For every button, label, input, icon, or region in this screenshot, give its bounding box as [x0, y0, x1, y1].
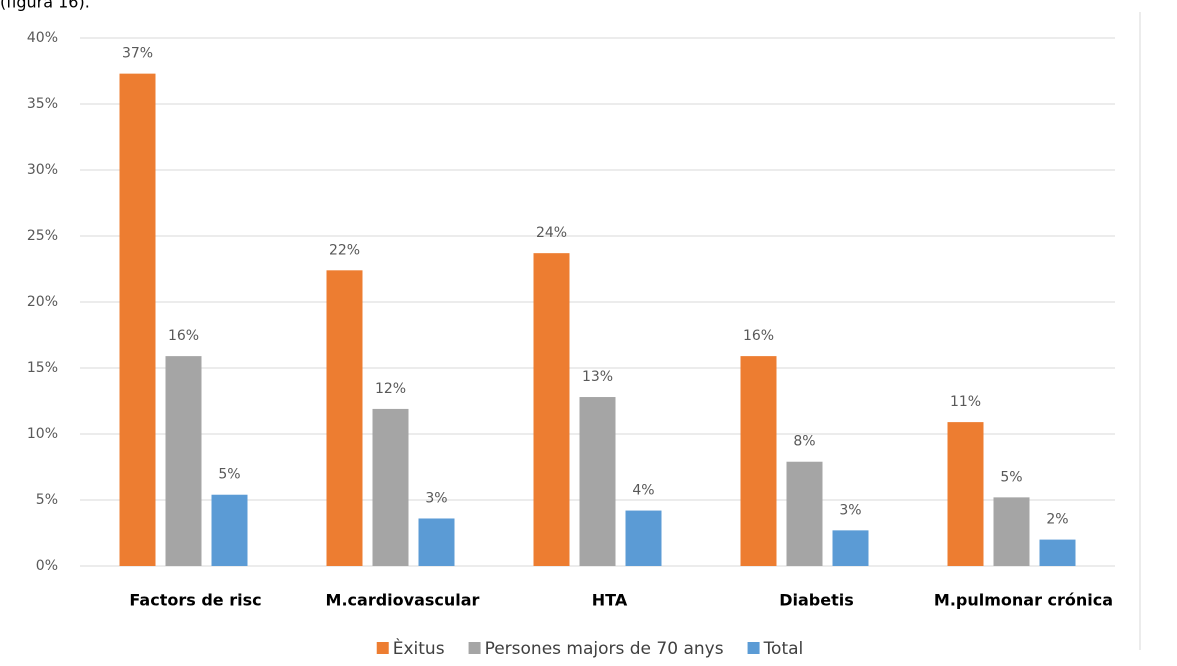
y-tick-label: 40% — [27, 30, 58, 46]
value-label: 16% — [743, 328, 774, 344]
bar — [786, 461, 823, 566]
y-tick-label: 5% — [36, 492, 58, 508]
y-tick-label: 10% — [27, 426, 58, 442]
bar — [832, 530, 869, 566]
bar — [947, 422, 984, 566]
value-label: 4% — [632, 483, 654, 499]
bar — [418, 518, 455, 566]
bar — [372, 408, 409, 566]
bar — [211, 494, 248, 566]
value-label: 5% — [218, 467, 240, 483]
legend-swatch — [747, 642, 760, 654]
legend-swatch — [468, 642, 481, 654]
bar — [1039, 539, 1076, 566]
y-tick-label: 15% — [27, 360, 58, 376]
legend-label: Persones majors de 70 anys — [485, 639, 724, 659]
bar — [993, 497, 1030, 566]
value-label: 11% — [950, 394, 981, 410]
value-label: 22% — [329, 242, 360, 258]
caption: (figura 16). — [0, 0, 90, 12]
bar — [119, 73, 156, 566]
bar — [533, 253, 570, 566]
y-tick-label: 20% — [27, 294, 58, 310]
y-tick-label: 25% — [27, 228, 58, 244]
bar — [625, 510, 662, 566]
y-tick-label: 0% — [36, 558, 58, 574]
x-tick-label: Factors de risc — [129, 591, 261, 610]
legend-label: Èxitus — [393, 637, 445, 659]
x-tick-label: Diabetis — [779, 591, 854, 610]
value-label: 37% — [122, 46, 153, 62]
value-label: 24% — [536, 225, 567, 241]
value-label: 13% — [582, 369, 613, 385]
y-tick-label: 35% — [27, 96, 58, 112]
x-tick-label: M.pulmonar crónica — [934, 591, 1113, 610]
legend-swatch — [376, 642, 389, 654]
value-label: 12% — [375, 381, 406, 397]
bar — [579, 397, 616, 566]
value-label: 3% — [425, 490, 447, 506]
value-label: 16% — [168, 328, 199, 344]
y-tick-label: 30% — [27, 162, 58, 178]
value-label: 3% — [839, 502, 861, 518]
bar — [740, 356, 777, 566]
bar — [326, 270, 363, 566]
value-label: 2% — [1046, 512, 1068, 528]
legend-label: Total — [763, 639, 804, 659]
bar — [165, 356, 202, 566]
x-tick-label: HTA — [592, 591, 628, 610]
value-label: 8% — [793, 434, 815, 450]
value-label: 5% — [1000, 469, 1022, 485]
x-tick-label: M.cardiovascular — [326, 591, 480, 610]
